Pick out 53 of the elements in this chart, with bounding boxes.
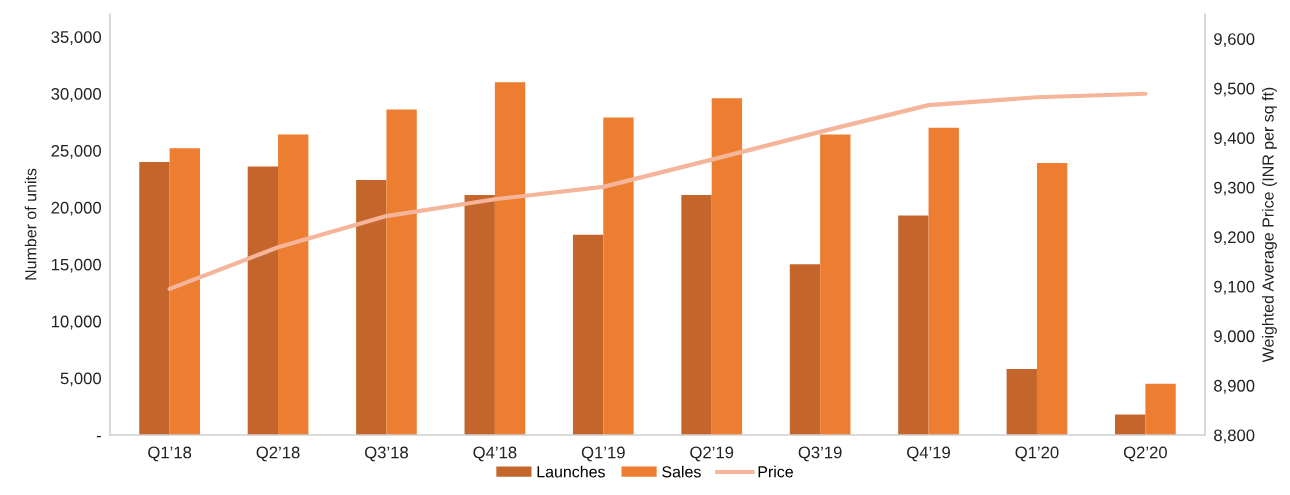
y2-tick-label: 9,100 <box>1214 280 1255 295</box>
y-tick-label: 5,000 <box>60 372 102 387</box>
y-tick-label: 10,000 <box>51 315 102 330</box>
bar <box>789 264 821 435</box>
bar <box>169 148 200 435</box>
x-tick-label: Q1’20 <box>1015 446 1059 462</box>
x-tick-label: Q2’19 <box>690 446 734 462</box>
bar <box>356 180 387 435</box>
y2-tick-label: 8,900 <box>1214 379 1255 394</box>
y-tick-label: 35,000 <box>51 31 102 45</box>
x-tick-label: Q4’18 <box>473 446 517 462</box>
y2-tick-label: 9,500 <box>1214 82 1255 97</box>
x-tick-label: Q2’18 <box>256 446 300 462</box>
y-axis-title: Number of units <box>24 168 37 280</box>
legend-label: Sales <box>662 465 701 478</box>
y2-tick-label: 9,200 <box>1214 231 1255 246</box>
bar <box>386 109 417 435</box>
bar <box>139 161 170 435</box>
y-tick-label: 20,000 <box>51 201 102 216</box>
x-tick-label: Q4’19 <box>907 446 950 462</box>
y2-tick-label: 9,000 <box>1214 330 1255 345</box>
x-tick-label: Q3’18 <box>365 446 408 462</box>
y2-tick-label: 9,400 <box>1214 132 1255 146</box>
line-series <box>167 91 1148 291</box>
bar <box>572 234 604 435</box>
y2-tick-label: 8,800 <box>1214 429 1255 444</box>
x-tick-label: Q1’19 <box>581 446 625 462</box>
bar <box>464 194 495 435</box>
y-tick-label: 30,000 <box>51 88 102 102</box>
y-tick-label: - <box>96 435 101 438</box>
bar <box>898 215 929 435</box>
x-tick-label: Q2’20 <box>1123 446 1167 462</box>
legend-label: Launches <box>537 465 605 478</box>
x-tick-label: Q1’18 <box>148 446 192 462</box>
bar <box>1006 369 1037 435</box>
bar <box>820 134 851 435</box>
bar <box>1115 414 1146 435</box>
bar <box>247 166 279 435</box>
y2-axis-title: Weighted Average Price (INR per sq ft) <box>1261 87 1277 363</box>
bar <box>711 98 743 435</box>
legend-label: Price <box>758 465 793 478</box>
bar <box>1036 163 1068 435</box>
y-tick-label: 15,000 <box>51 258 102 273</box>
y-tick-label: 25,000 <box>51 144 102 159</box>
y2-tick-label: 9,600 <box>1214 33 1255 47</box>
bar <box>603 117 634 435</box>
bar <box>494 82 526 435</box>
bar <box>1145 383 1176 435</box>
bar <box>681 194 712 435</box>
bar <box>928 127 959 435</box>
y2-tick-label: 9,300 <box>1214 181 1255 196</box>
bar <box>278 134 309 435</box>
x-tick-label: Q3’19 <box>798 446 842 462</box>
